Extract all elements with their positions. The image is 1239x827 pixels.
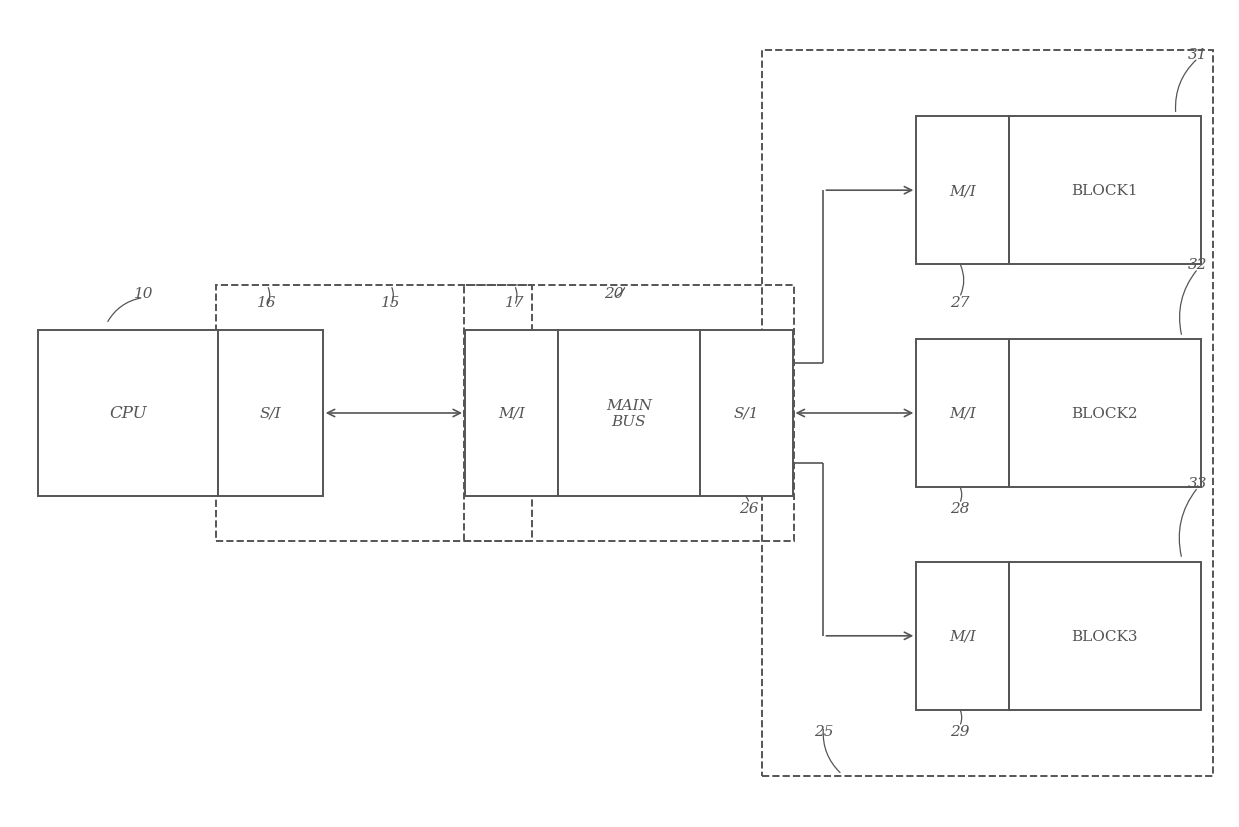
Text: M/I: M/I bbox=[498, 407, 524, 420]
Text: 16: 16 bbox=[258, 295, 278, 309]
Bar bbox=[1009, 117, 1201, 265]
Text: 10: 10 bbox=[134, 287, 154, 301]
Text: MAIN
BUS: MAIN BUS bbox=[606, 399, 652, 428]
Bar bbox=[218, 331, 323, 496]
Text: 15: 15 bbox=[382, 295, 400, 309]
Text: BLOCK1: BLOCK1 bbox=[1072, 184, 1139, 198]
Text: S/I: S/I bbox=[259, 407, 281, 420]
Bar bbox=[465, 331, 558, 496]
Text: M/I: M/I bbox=[949, 184, 976, 198]
Text: CPU: CPU bbox=[109, 405, 147, 422]
Text: 25: 25 bbox=[814, 724, 833, 738]
Text: 20: 20 bbox=[603, 287, 623, 301]
Text: BLOCK3: BLOCK3 bbox=[1072, 629, 1137, 643]
Text: 31: 31 bbox=[1188, 48, 1208, 62]
Bar bbox=[1009, 562, 1201, 710]
Bar bbox=[217, 286, 532, 541]
Text: 17: 17 bbox=[504, 295, 524, 309]
Text: 27: 27 bbox=[950, 295, 969, 309]
Text: BLOCK2: BLOCK2 bbox=[1072, 407, 1139, 420]
Text: 26: 26 bbox=[740, 501, 760, 515]
Bar bbox=[463, 286, 794, 541]
Text: 33: 33 bbox=[1188, 476, 1208, 490]
Bar bbox=[762, 50, 1213, 777]
Text: S/1: S/1 bbox=[733, 407, 760, 420]
Bar bbox=[700, 331, 793, 496]
Text: M/I: M/I bbox=[949, 407, 976, 420]
Bar bbox=[1009, 339, 1201, 488]
Text: 29: 29 bbox=[950, 724, 969, 738]
Bar bbox=[558, 331, 700, 496]
Text: 32: 32 bbox=[1188, 258, 1208, 272]
Bar bbox=[916, 117, 1009, 265]
Text: 28: 28 bbox=[950, 501, 969, 515]
Bar bbox=[916, 339, 1009, 488]
Bar bbox=[916, 562, 1009, 710]
Bar bbox=[38, 331, 218, 496]
Text: M/I: M/I bbox=[949, 629, 976, 643]
